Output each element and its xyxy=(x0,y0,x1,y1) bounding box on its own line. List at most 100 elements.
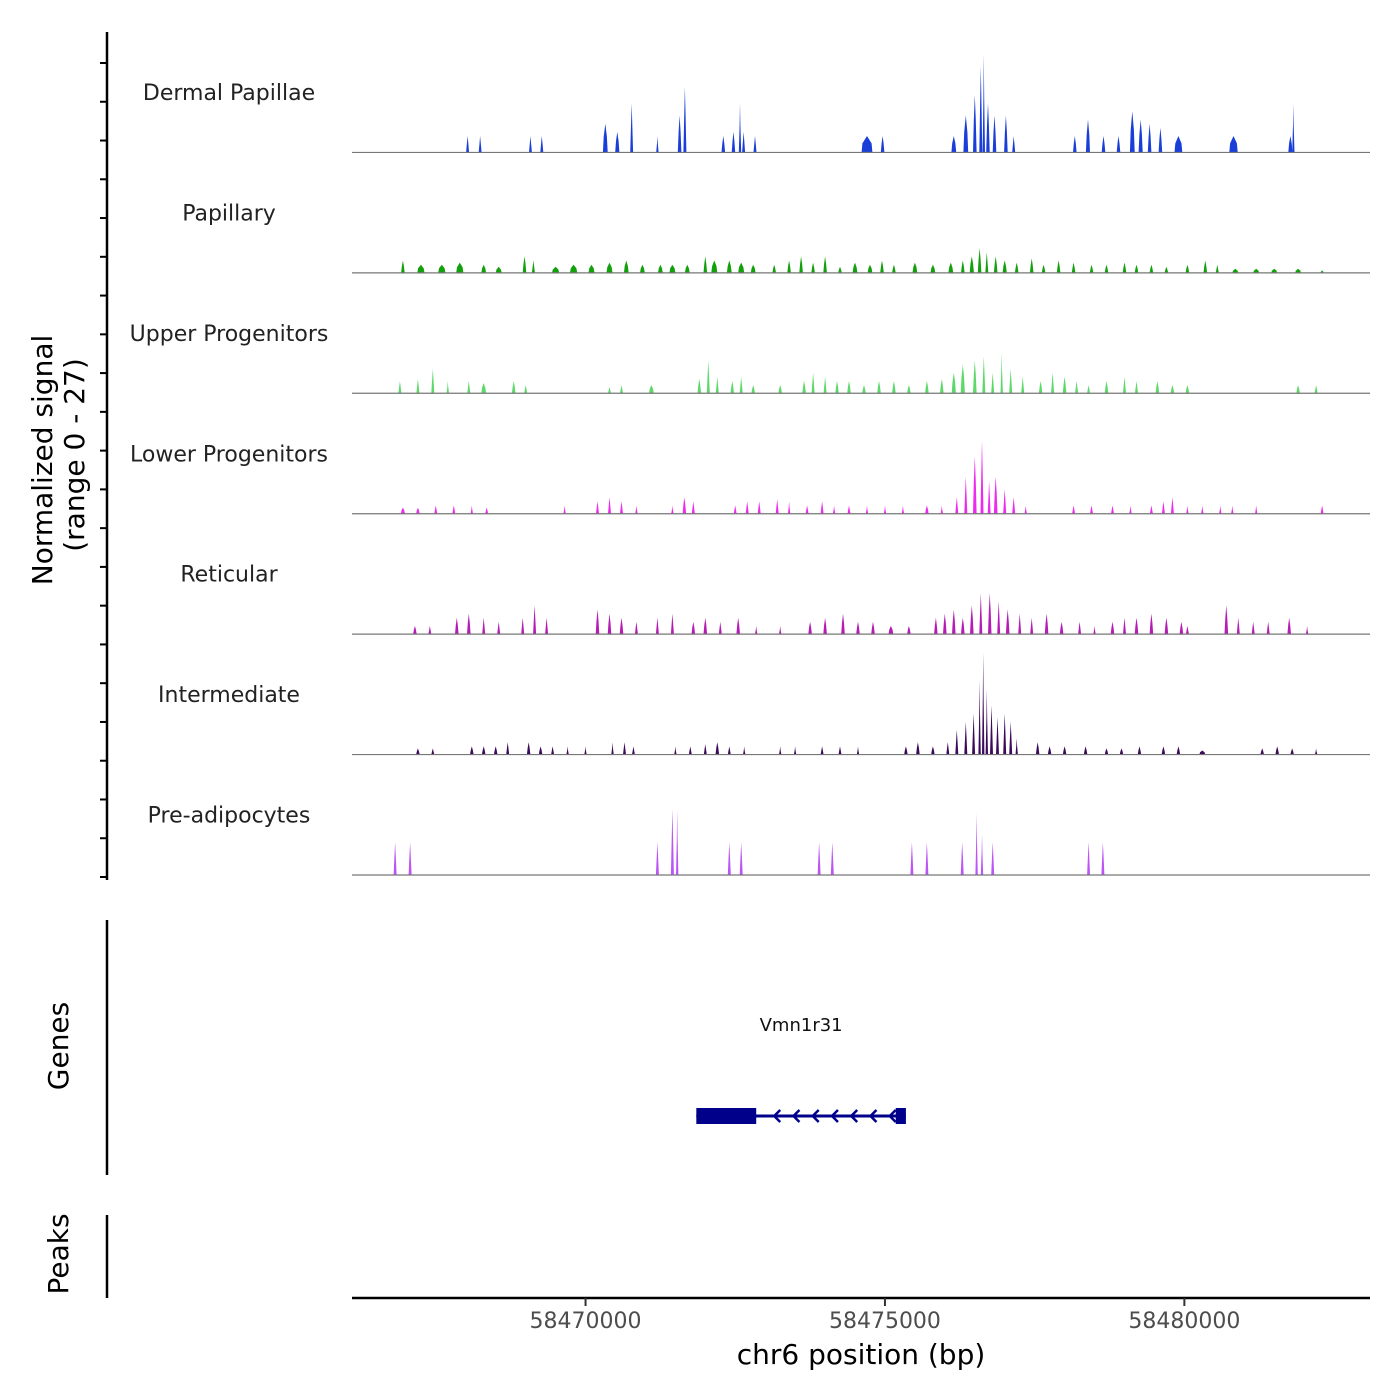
coverage-peak xyxy=(506,742,510,755)
coverage-peak xyxy=(1231,505,1234,514)
coverage-peak xyxy=(733,505,737,514)
coverage-peak xyxy=(910,842,914,875)
coverage-peak xyxy=(446,381,449,394)
coverage-peak xyxy=(779,625,782,635)
coverage-peak xyxy=(649,385,654,394)
coverage-peak xyxy=(970,605,974,635)
coverage-peak xyxy=(478,136,482,153)
coverage-peak xyxy=(482,617,486,635)
coverage-peak xyxy=(1123,376,1126,394)
coverage-peak xyxy=(1101,842,1105,875)
coverage-peak xyxy=(820,501,824,514)
coverage-peak xyxy=(511,381,516,394)
coverage-peak xyxy=(529,136,532,153)
coverage-peak xyxy=(400,507,405,514)
coverage-peak xyxy=(1161,501,1165,514)
coverage-peak xyxy=(656,136,659,153)
coverage-peak xyxy=(524,385,528,394)
coverage-peak xyxy=(973,95,977,153)
coverage-peak xyxy=(955,497,959,514)
coverage-peak xyxy=(979,66,983,153)
gene-name-label: Vmn1r31 xyxy=(760,1015,843,1036)
coverage-peak xyxy=(1009,368,1013,394)
coverage-peak xyxy=(1090,505,1093,514)
coverage-peak xyxy=(1041,264,1046,273)
coverage-peak xyxy=(743,746,746,755)
coverage-peak xyxy=(1072,505,1076,514)
coverage-peak xyxy=(1111,505,1114,514)
coverage-peak xyxy=(634,621,638,635)
coverage-peak xyxy=(892,381,896,394)
coverage-peak xyxy=(697,378,702,394)
coverage-peak xyxy=(533,605,537,635)
coverage-peak xyxy=(1149,505,1153,514)
x-tick-label: 58470000 xyxy=(530,1309,642,1334)
coverage-peak xyxy=(1314,385,1318,394)
coverage-peak xyxy=(655,617,659,635)
coverage-peak xyxy=(961,617,965,635)
coverage-peak xyxy=(1164,266,1169,273)
coverage-peak xyxy=(608,497,611,514)
coverage-peak xyxy=(1275,746,1279,755)
coverage-peak xyxy=(1138,119,1143,153)
coverage-peak xyxy=(964,721,968,755)
coverage-peak xyxy=(987,480,991,514)
x-axis-ticks: 58470000 58475000 58480000 xyxy=(530,1298,1240,1334)
coverage-peak xyxy=(434,505,438,514)
coverage-peak xyxy=(607,613,612,635)
coverage-peak xyxy=(745,501,749,514)
coverage-peak xyxy=(470,746,474,755)
coverage-peak xyxy=(1292,103,1295,153)
coverage-peak xyxy=(1056,260,1061,273)
coverage-peak xyxy=(820,746,824,755)
coverage-peak xyxy=(1320,505,1324,514)
coverage-peak xyxy=(1176,746,1181,755)
coverage-peak xyxy=(1059,621,1064,635)
coverage-peak xyxy=(658,264,663,273)
y-axis-title-line2: (range 0 - 27) xyxy=(58,358,91,552)
coverage-peak xyxy=(1290,748,1294,755)
coverage-peak xyxy=(750,264,756,273)
coverage-peak xyxy=(1287,617,1291,635)
coverage-peak xyxy=(1155,381,1160,394)
coverage-peak xyxy=(552,266,560,273)
coverage-peak xyxy=(684,264,690,273)
coverage-peak xyxy=(1185,264,1190,273)
coverage-peak xyxy=(1260,748,1264,755)
coverage-peak xyxy=(862,385,866,394)
coverage-peak xyxy=(683,86,687,153)
coverage-peak xyxy=(467,381,471,394)
x-tick-label: 58475000 xyxy=(829,1309,941,1334)
coverage-peak xyxy=(969,256,974,273)
coverage-peak xyxy=(1104,748,1109,755)
coverage-peak xyxy=(925,842,929,875)
coverage-peak xyxy=(963,115,969,153)
track-label: Pre-adipocytes xyxy=(148,804,311,829)
coverage-peak xyxy=(996,717,999,755)
coverage-peak xyxy=(1179,621,1184,635)
coverage-peak xyxy=(973,360,977,394)
coverage-peak xyxy=(470,505,473,514)
coverage-peak xyxy=(721,136,726,153)
coverage-peak xyxy=(1186,505,1189,514)
coverage-peak xyxy=(940,378,944,394)
coverage-peak xyxy=(1232,268,1239,273)
coverage-peak xyxy=(1000,352,1003,394)
coverage-peak xyxy=(669,264,676,273)
coverage-peak xyxy=(416,507,420,514)
coverage-peak xyxy=(925,381,929,394)
coverage-peak xyxy=(1253,268,1260,273)
coverage-peak xyxy=(1271,268,1278,273)
coverage-peak xyxy=(975,813,978,875)
gene-exon xyxy=(696,1108,757,1124)
coverage-peak xyxy=(676,809,679,875)
coverage-peak xyxy=(611,742,614,755)
coverage-peak xyxy=(1161,746,1166,755)
coverage-peak xyxy=(438,264,446,273)
track-intermediate: Intermediate xyxy=(158,652,1370,756)
coverage-peak xyxy=(871,621,875,635)
coverage-peak xyxy=(1170,497,1174,514)
coverage-peak xyxy=(1296,385,1300,394)
coverage-peak xyxy=(739,376,743,394)
coverage-peak xyxy=(1320,270,1324,273)
